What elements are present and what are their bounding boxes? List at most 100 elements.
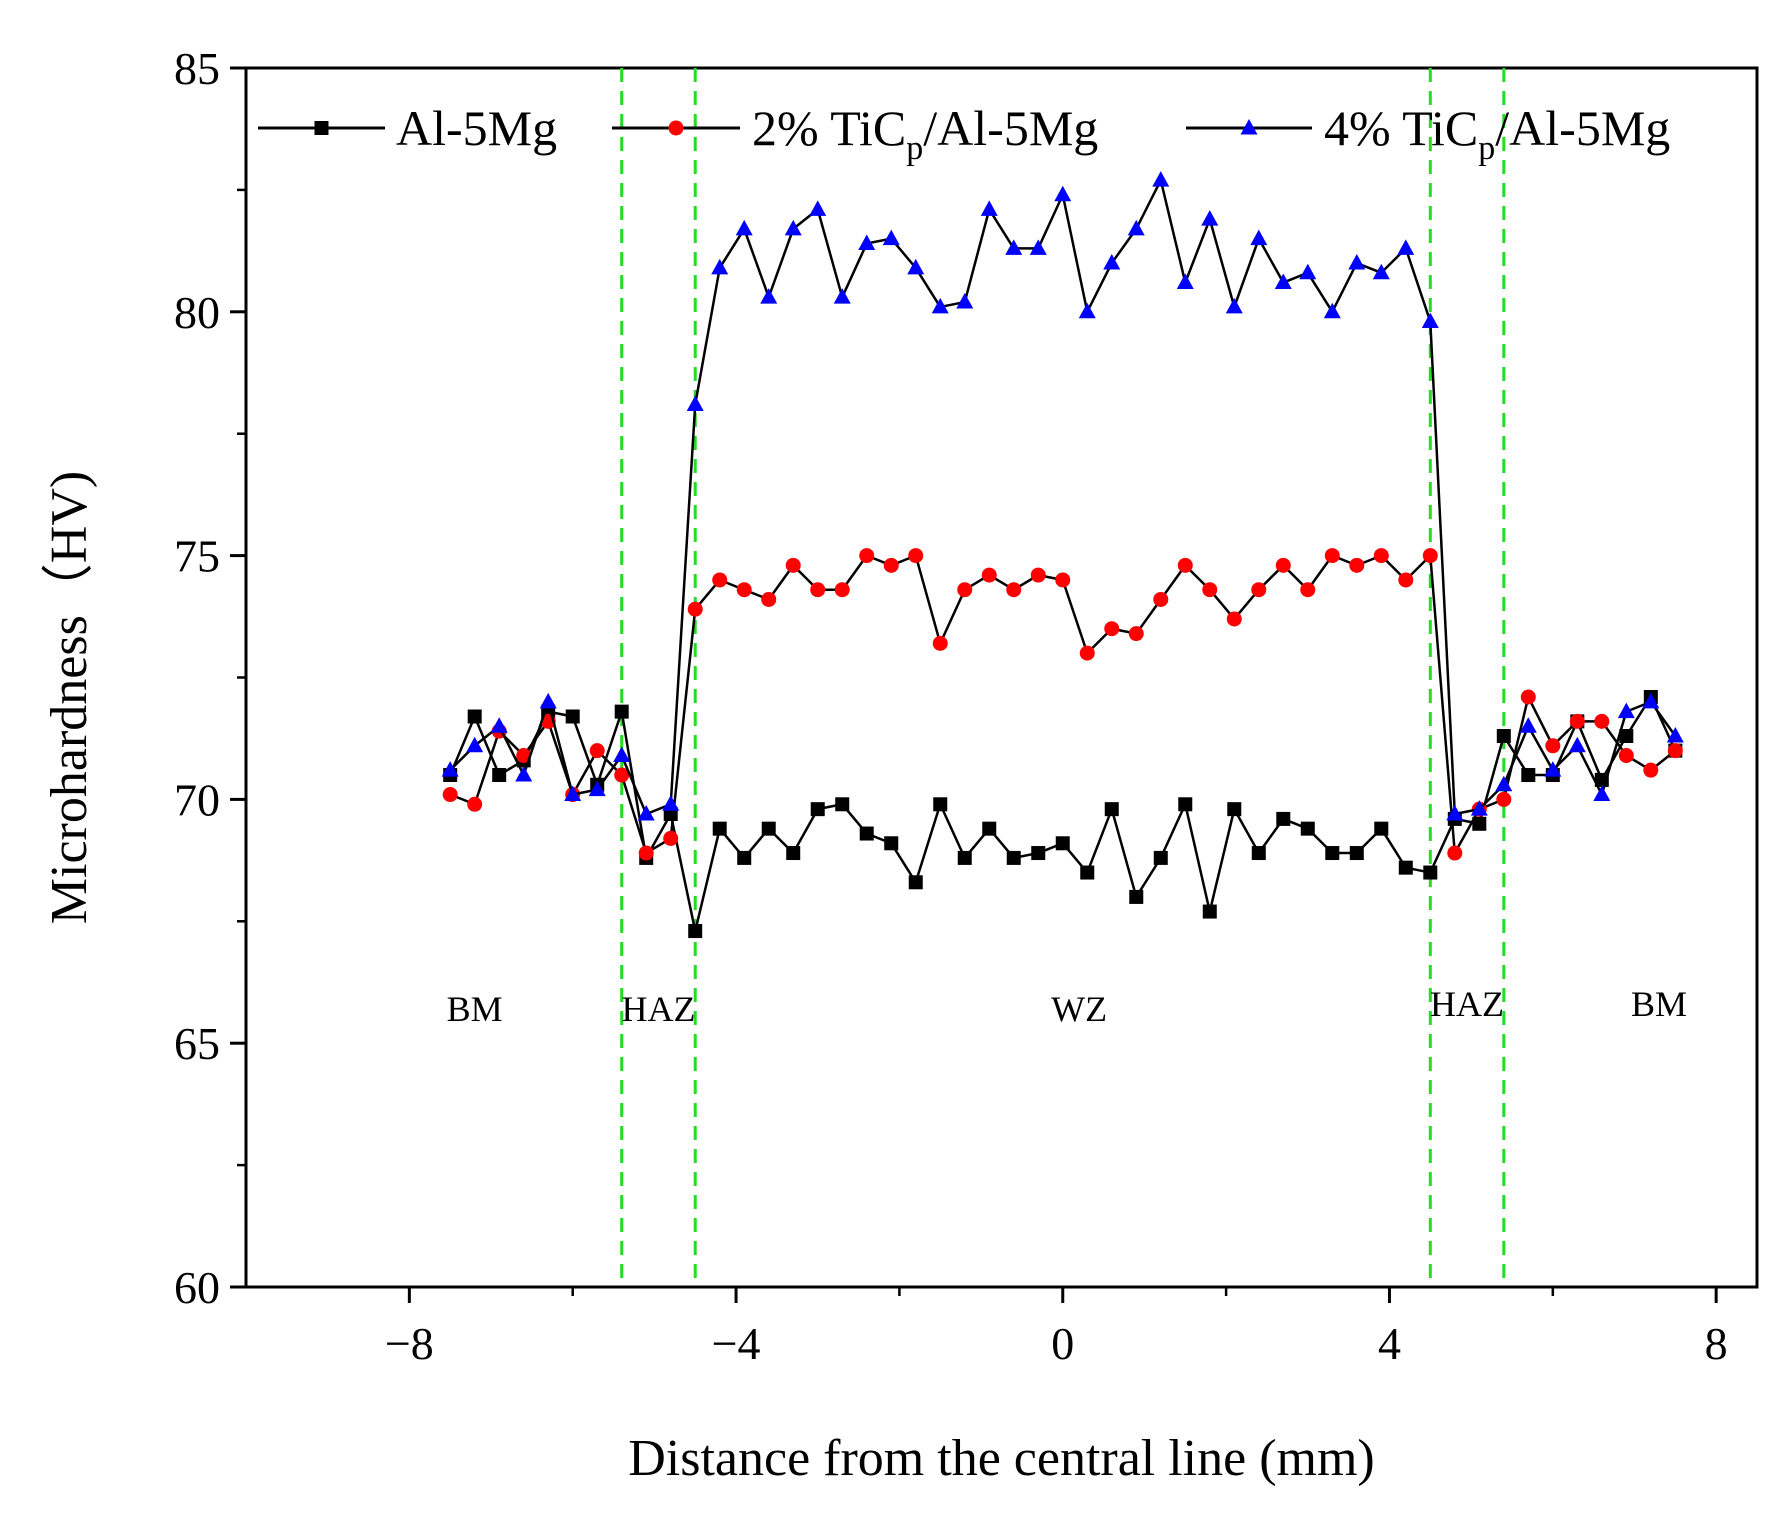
y-tick-label: 60 (174, 1262, 220, 1313)
series-3-point (1103, 254, 1121, 270)
series-1-point (1374, 821, 1389, 836)
x-tick-label: 8 (1705, 1318, 1728, 1369)
series-2-point (442, 787, 458, 803)
series-3-point (1201, 210, 1219, 226)
series-3-point (1250, 229, 1268, 246)
series-3-point (662, 795, 680, 811)
series-3-point (858, 234, 876, 251)
series-3-point (956, 293, 974, 309)
series-3-point (1078, 302, 1096, 319)
series-1-point (1055, 836, 1070, 851)
series-2-point (810, 582, 826, 598)
series-2-point (834, 582, 850, 598)
series-1-point (1325, 846, 1340, 861)
series-3-point (1323, 302, 1341, 319)
series-2-point (1447, 845, 1463, 861)
series-1-point (1398, 860, 1413, 875)
series-2-point (1128, 626, 1144, 642)
series-2-point (1104, 621, 1120, 637)
series-3-point (1397, 239, 1415, 255)
series-2-point (1006, 582, 1022, 598)
x-tick-label: 0 (1051, 1318, 1074, 1369)
series-3-point (564, 785, 582, 802)
series-1-point (614, 704, 629, 719)
legend-marker-1 (314, 121, 329, 135)
series-3-point (1274, 273, 1292, 290)
series-2-point (932, 635, 948, 651)
series-2-point (663, 830, 679, 846)
series-1-point (1619, 729, 1634, 744)
series-3-point (441, 761, 459, 777)
series-3-point (833, 288, 851, 304)
series-2-point (1496, 791, 1512, 807)
series-1-point (761, 821, 776, 836)
series-1-point (1300, 821, 1315, 836)
series-2-point (1545, 738, 1561, 754)
series-1-point (467, 709, 482, 724)
series-1-point (1080, 865, 1095, 880)
series-3-point (1666, 727, 1684, 743)
series-2-point (761, 591, 777, 607)
series-3-point (1127, 219, 1145, 236)
series-3-point (1593, 785, 1611, 802)
series-3-point (1519, 717, 1537, 733)
zone-label: HAZ (1430, 984, 1504, 1024)
series-2-point (712, 572, 728, 588)
series-3-point (1348, 254, 1366, 270)
series-1-point (1496, 729, 1511, 744)
plot-area: −8 −4 0 4 8 60 65 70 75 80 85 BM HAZ WZ HAZ BM (174, 43, 1759, 1369)
series-3-point (1642, 692, 1660, 709)
series-2-point (1202, 582, 1218, 598)
series-3-point (809, 200, 827, 216)
series-1-point (908, 875, 923, 890)
series-3-point (1421, 312, 1439, 329)
series-2-point (1153, 591, 1169, 607)
series-2-point (1398, 572, 1414, 588)
series-2-point (785, 557, 801, 573)
series-3-point (980, 200, 998, 216)
series-1-point (737, 850, 752, 865)
series-3-point (1152, 171, 1170, 187)
series-2-point (589, 743, 605, 759)
series-3-point (466, 736, 484, 753)
series-2-point (1055, 572, 1071, 588)
y-tick-label: 65 (174, 1018, 220, 1069)
series-2-point (908, 548, 924, 564)
series-1-point (565, 709, 580, 724)
series-2-point (1251, 582, 1267, 598)
legend: Al-5Mg 2% TiCp/Al-5Mg 4% TiCp/Al-5Mg (258, 100, 1670, 167)
series-3-point (1446, 805, 1464, 821)
series-3-point (515, 766, 533, 782)
x-tick-label: 4 (1378, 1318, 1401, 1369)
series-2-point (957, 582, 973, 598)
series-3-point (1495, 775, 1513, 792)
series-2-point (1226, 611, 1242, 627)
series-2-point (883, 557, 899, 573)
series-1-point (492, 768, 507, 783)
series-1-point (1276, 811, 1291, 826)
legend-label-1: Al-5Mg (396, 100, 557, 156)
series-1-point (884, 836, 899, 851)
series-3-point (735, 219, 753, 236)
series-3-point (931, 297, 949, 314)
series-1-point (810, 802, 825, 817)
series-3-point (1470, 800, 1488, 816)
series-2-point (467, 796, 483, 812)
x-axis-title: Distance from the central line (mm) (628, 1430, 1374, 1487)
series-2-point (1275, 557, 1291, 573)
series-1-point (957, 850, 972, 865)
series-3-point (490, 717, 508, 733)
series-1-point (1349, 846, 1364, 861)
series-1-point (1472, 816, 1487, 831)
legend-label-3: 4% TiCp/Al-5Mg (1324, 100, 1670, 167)
series-2-point (859, 548, 875, 564)
zone-label: WZ (1051, 989, 1107, 1029)
zone-label: BM (1631, 984, 1687, 1024)
series-1-point (1031, 846, 1046, 861)
zone-label: HAZ (621, 989, 695, 1029)
series-2-point (981, 567, 997, 583)
series-3-point (1568, 736, 1586, 753)
x-tick-label: −8 (385, 1318, 434, 1369)
series-1-point (712, 821, 727, 836)
